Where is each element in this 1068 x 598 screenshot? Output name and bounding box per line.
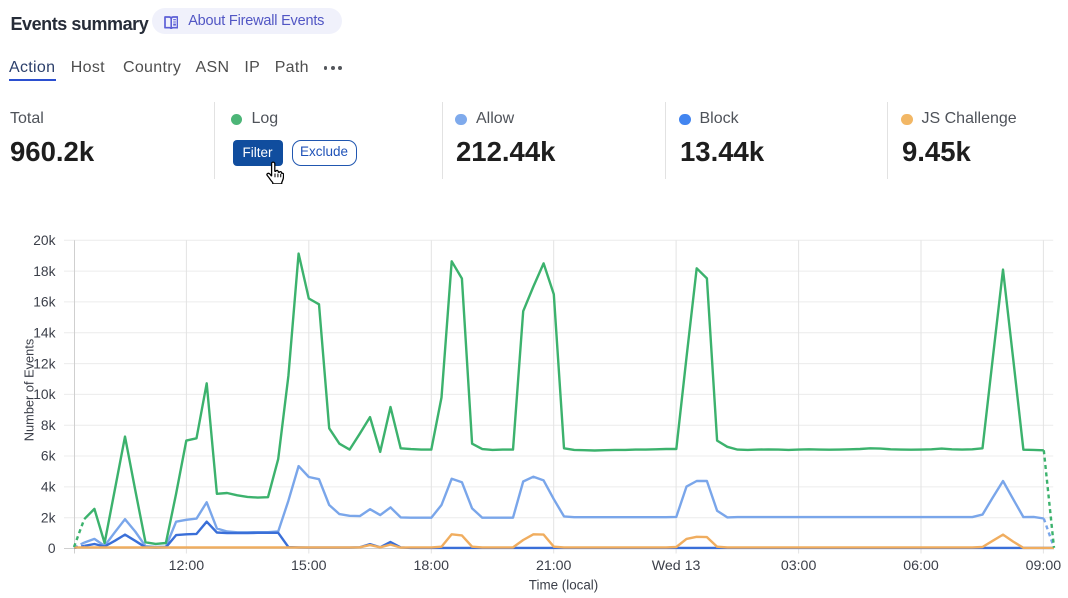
svg-text:10k: 10k [33, 387, 55, 402]
svg-text:12k: 12k [33, 356, 55, 371]
svg-text:03:00: 03:00 [781, 558, 817, 574]
svg-text:16k: 16k [33, 295, 55, 310]
svg-text:14k: 14k [33, 326, 55, 341]
svg-text:4k: 4k [41, 480, 56, 495]
svg-text:18:00: 18:00 [414, 558, 450, 574]
svg-text:2k: 2k [41, 510, 56, 525]
svg-text:Number of Events: Number of Events [22, 339, 37, 441]
svg-text:09:00: 09:00 [1026, 558, 1062, 574]
svg-text:15:00: 15:00 [291, 558, 327, 574]
svg-text:8k: 8k [41, 418, 56, 433]
svg-text:Wed 13: Wed 13 [652, 558, 701, 574]
svg-text:18k: 18k [33, 264, 55, 279]
svg-text:21:00: 21:00 [536, 558, 572, 574]
svg-text:20k: 20k [33, 233, 55, 248]
svg-text:Time (local): Time (local) [529, 578, 598, 593]
svg-text:0: 0 [48, 541, 56, 556]
svg-text:12:00: 12:00 [169, 558, 205, 574]
svg-text:6k: 6k [41, 449, 56, 464]
svg-text:06:00: 06:00 [903, 558, 939, 574]
